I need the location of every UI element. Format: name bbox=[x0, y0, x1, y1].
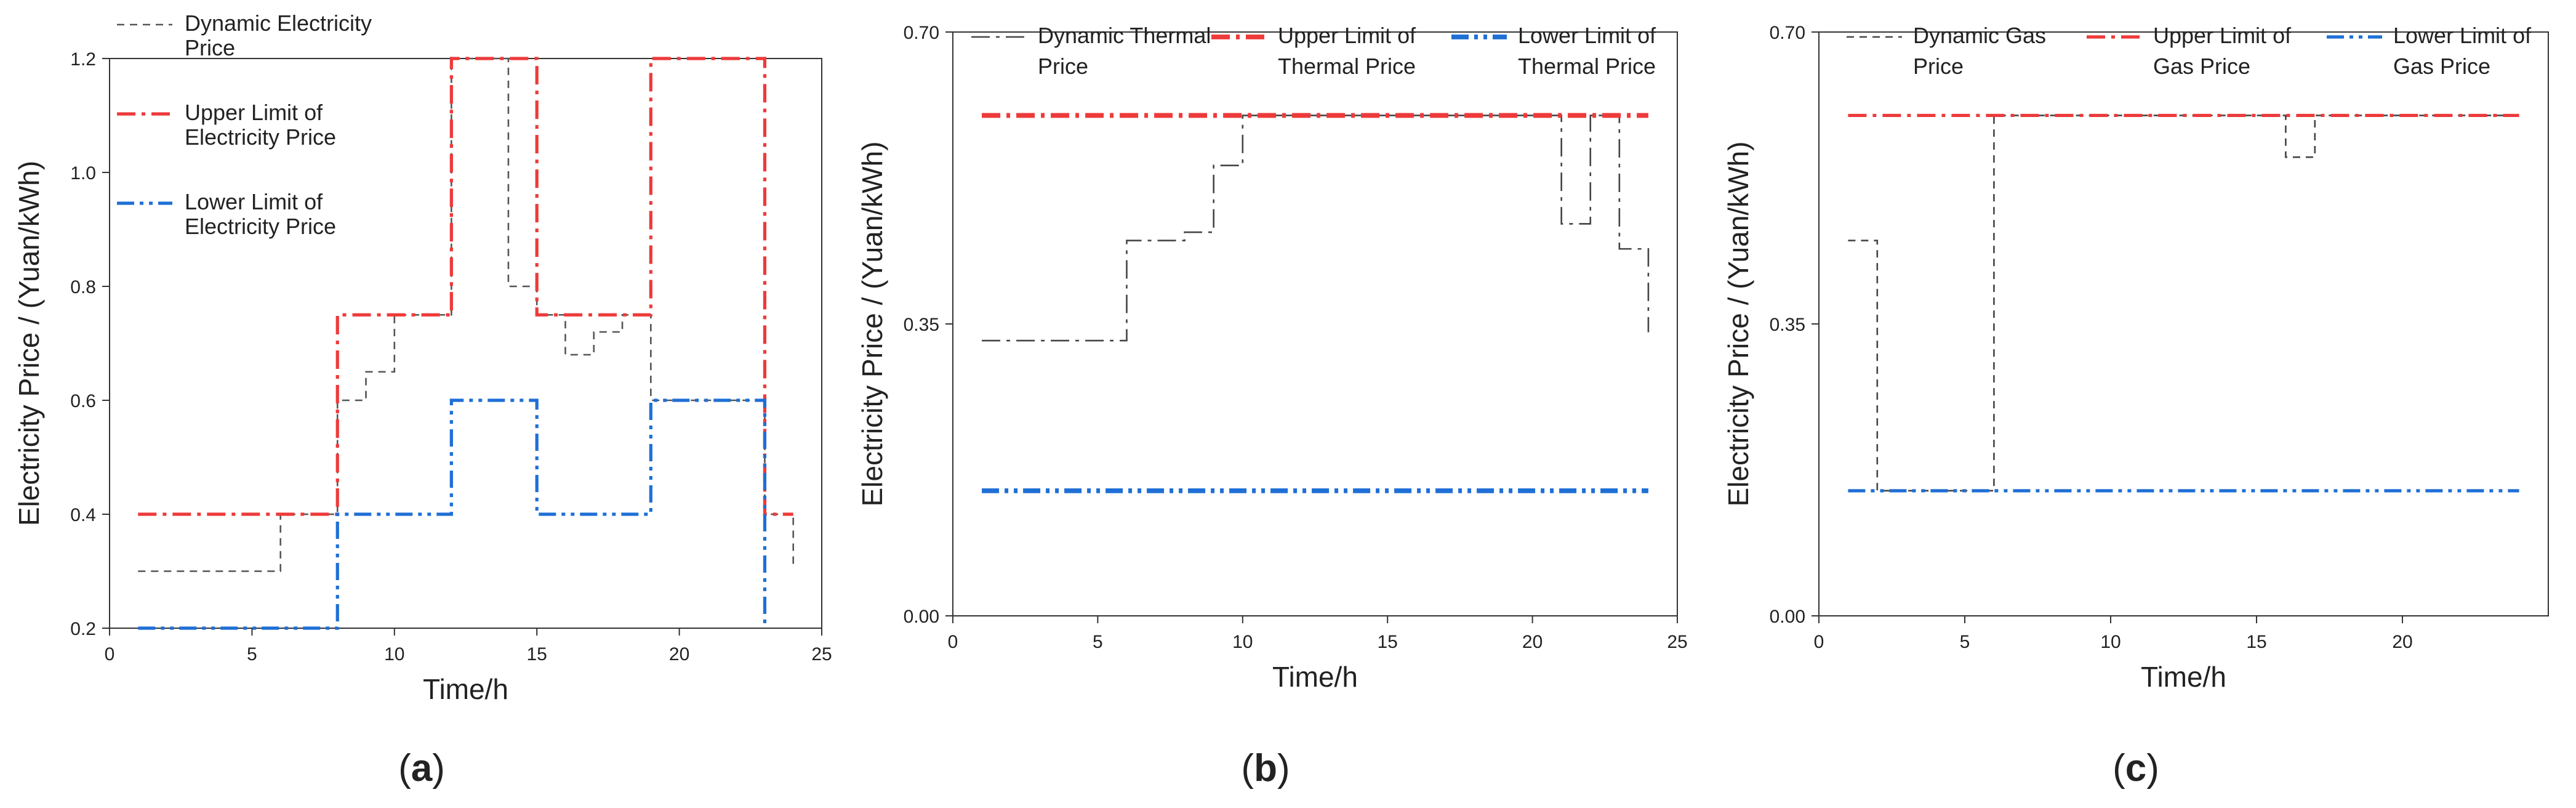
chart-c-x-tick-label: 10 bbox=[2100, 632, 2121, 652]
chart-a-legend-label-2: Electricity Price bbox=[185, 124, 336, 150]
chart-a-x-tick-label: 0 bbox=[105, 644, 115, 665]
chart-a-x-tick-label: 10 bbox=[384, 644, 404, 665]
chart-a-legend-label-3: Electricity Price bbox=[185, 214, 336, 239]
chart-a-y-tick-label: 1.0 bbox=[70, 163, 96, 184]
chart-b-x-tick-label: 5 bbox=[1093, 632, 1103, 652]
chart-c-y-axis-title: Electricity Price / (Yuan/kWh) bbox=[1722, 141, 1754, 506]
panel-b-caption: (b) bbox=[1241, 747, 1290, 790]
chart-c-y-tick-label: 0.00 bbox=[1770, 607, 1805, 627]
chart-b-x-tick-label: 15 bbox=[1378, 632, 1398, 652]
chart-a-x-axis-title: Time/h bbox=[423, 673, 508, 705]
chart-c-series-1-line bbox=[1848, 115, 2519, 492]
chart-c-legend-label-2: Upper Limit of bbox=[2153, 23, 2292, 48]
chart-a-y-tick-label: 0.2 bbox=[70, 619, 96, 639]
chart-a-legend-label-3: Lower Limit of bbox=[185, 189, 323, 214]
chart-a-x-tick-label: 20 bbox=[669, 644, 689, 665]
chart-b-legend-label-2: Upper Limit of bbox=[1278, 23, 1416, 48]
panel-c-caption: (c) bbox=[2113, 747, 2159, 790]
chart-a-legend-label-1: Dynamic Electricity bbox=[185, 10, 372, 36]
chart-a-y-tick-label: 0.6 bbox=[70, 391, 96, 411]
chart-c-plot-frame bbox=[1818, 31, 2549, 616]
chart-b-y-tick-label: 0.00 bbox=[904, 607, 939, 627]
chart-b-x-tick-label: 10 bbox=[1232, 632, 1253, 652]
chart-a-series-3-line bbox=[138, 398, 767, 630]
chart-c-y-tick-label: 0.35 bbox=[1770, 315, 1805, 335]
panel-c: 0 5 10 15 20 0.00 0.35 0.70 Time/h Electricity Pr… bbox=[1722, 23, 2549, 693]
chart-a-x-tick-label: 15 bbox=[527, 644, 547, 665]
chart-b-legend-label-3: Lower Limit of bbox=[1518, 23, 1656, 48]
chart-a-y-tick-label: 0.8 bbox=[70, 277, 96, 297]
chart-b-plot-frame bbox=[952, 31, 1678, 616]
chart-a-series-2-line bbox=[138, 57, 793, 516]
chart-b-legend-label-3: Thermal Price bbox=[1518, 54, 1656, 79]
chart-c-legend-label-3: Gas Price bbox=[2393, 54, 2490, 79]
chart-c-legend-label-2: Gas Price bbox=[2153, 54, 2250, 79]
chart-a-x-tick-label: 25 bbox=[811, 644, 832, 665]
chart-c-legend-label-1: Dynamic Gas bbox=[1913, 23, 2046, 48]
chart-b-legend-label-1: Price bbox=[1038, 54, 1088, 79]
chart-b-x-tick-label: 25 bbox=[1667, 632, 1687, 652]
chart-a-legend-label-1: Price bbox=[185, 35, 235, 60]
chart-c-y-tick-label: 0.70 bbox=[1770, 23, 1805, 43]
chart-b-x-axis-title: Time/h bbox=[1272, 661, 1358, 693]
chart-c-x-axis-title: Time/h bbox=[2141, 661, 2226, 693]
chart-a-y-tick-label: 0.4 bbox=[70, 505, 96, 525]
chart-c-legend-label-1: Price bbox=[1913, 54, 1964, 79]
chart-c-x-tick-label: 5 bbox=[1960, 632, 1970, 652]
chart-c-x-tick-label: 15 bbox=[2246, 632, 2266, 652]
chart-c-x-tick-label: 0 bbox=[1814, 632, 1824, 652]
panel-a: 0 5 10 15 20 25 0.2 0.4 0.6 0.8 1.0 1.2 Time/h Electr… bbox=[13, 10, 832, 705]
chart-c-x-tick-label: 20 bbox=[2392, 632, 2412, 652]
panel-a-caption: (a) bbox=[398, 747, 445, 790]
chart-b-legend-label-1: Dynamic Thermal bbox=[1038, 23, 1211, 48]
chart-a-y-axis-title: Electricity Price / (Yuan/kWh) bbox=[13, 161, 45, 526]
chart-b-x-tick-label: 0 bbox=[948, 632, 958, 652]
chart-b-series-1-line bbox=[982, 115, 1650, 342]
panel-b: 0 5 10 15 20 25 0.00 0.35 0.70 Time/h Electricity … bbox=[856, 23, 1688, 693]
chart-a-x-tick-label: 5 bbox=[247, 644, 257, 665]
chart-b-y-tick-label: 0.70 bbox=[904, 23, 939, 43]
chart-b-y-axis-title: Electricity Price / (Yuan/kWh) bbox=[856, 141, 888, 506]
chart-b-x-tick-label: 20 bbox=[1522, 632, 1543, 652]
chart-b-legend-label-2: Thermal Price bbox=[1278, 54, 1416, 79]
chart-a-legend-label-2: Upper Limit of bbox=[185, 100, 323, 125]
chart-b-y-tick-label: 0.35 bbox=[904, 315, 939, 335]
chart-a-y-tick-label: 1.2 bbox=[70, 49, 96, 70]
chart-c-legend-label-3: Lower Limit of bbox=[2393, 23, 2532, 48]
